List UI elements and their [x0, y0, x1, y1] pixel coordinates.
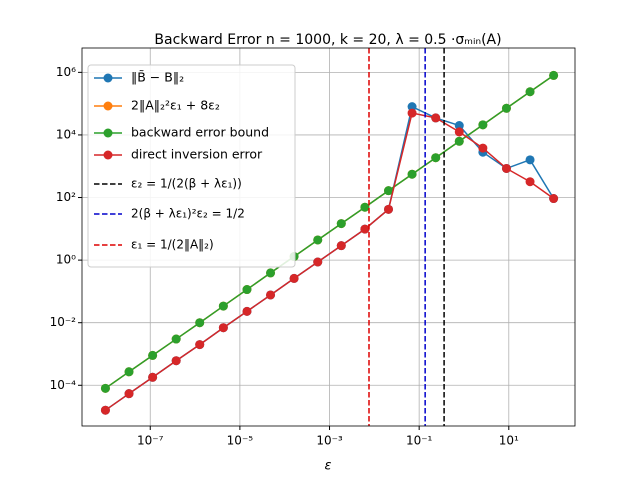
y-tick-label: 10⁶ — [56, 65, 76, 79]
chart-title: Backward Error n = 1000, k = 20, λ = 0.5… — [154, 32, 501, 48]
series-marker — [148, 350, 158, 360]
series-marker — [195, 318, 205, 328]
series-marker — [218, 323, 228, 333]
legend: ‖B̃ − B‖₂ 2‖A‖₂²ε₁ + 8ε₂ backward error bo… — [87, 64, 296, 268]
series-marker — [336, 241, 346, 251]
series-marker — [549, 194, 559, 204]
series-marker — [148, 372, 158, 382]
legend-marker — [103, 150, 113, 160]
series-marker — [478, 120, 488, 130]
series-marker — [360, 224, 370, 234]
legend-label: ‖B̃ − B‖₂ — [131, 70, 184, 85]
series-marker — [525, 87, 535, 97]
legend-marker — [103, 73, 113, 83]
series-marker — [313, 257, 323, 267]
series-marker — [384, 204, 394, 214]
series-marker — [171, 334, 181, 344]
series-marker — [360, 202, 370, 212]
series-marker — [454, 136, 464, 146]
legend-label: 2(β + λε₁)²ε₂ = 1/2 — [131, 207, 245, 221]
legend-label: direct inversion error — [131, 147, 263, 162]
series-marker — [407, 102, 417, 112]
series-marker — [218, 301, 228, 311]
series-marker — [336, 219, 346, 229]
series-line — [105, 112, 555, 411]
series-marker — [266, 290, 276, 300]
x-tick-label: 10⁻⁵ — [227, 434, 254, 448]
series-marker — [454, 127, 464, 137]
series-marker — [171, 356, 181, 366]
y-tick-label: 10⁻⁴ — [50, 378, 77, 392]
x-tick-label: 10⁻¹ — [406, 434, 433, 448]
x-tick-label: 10⁻⁷ — [137, 434, 164, 448]
y-tick-label: 10⁻² — [50, 315, 77, 329]
series-marker — [124, 389, 134, 399]
series-marker — [100, 405, 110, 415]
series-marker — [525, 155, 535, 165]
series-marker — [242, 285, 252, 295]
series-marker — [195, 340, 205, 350]
series-marker — [266, 268, 276, 278]
series-marker — [124, 367, 134, 377]
series-marker — [525, 177, 535, 187]
series-marker — [384, 186, 394, 196]
axes-frame — [81, 47, 576, 427]
legend-box — [87, 64, 296, 268]
plot-content — [100, 48, 559, 426]
legend-label: backward error bound — [131, 125, 269, 140]
series-marker — [478, 143, 488, 153]
series-marker — [549, 70, 559, 80]
legend-label: ε₁ = 1/(2‖A‖₂) — [131, 238, 214, 252]
series-line — [105, 74, 555, 389]
series-marker — [242, 306, 252, 316]
series-marker — [501, 163, 511, 173]
series-marker — [313, 235, 323, 245]
series-marker — [501, 103, 511, 113]
legend-label: 2‖A‖₂²ε₁ + 8ε₂ — [131, 98, 220, 113]
series-marker — [431, 153, 441, 163]
legend-marker — [103, 128, 113, 138]
x-tick-label: 10⁻³ — [316, 434, 343, 448]
legend-marker — [103, 101, 113, 111]
series-marker — [431, 113, 441, 123]
series-marker — [407, 108, 417, 118]
series-marker — [289, 273, 299, 283]
x-tick-label: 10¹ — [499, 434, 519, 448]
series-marker — [100, 383, 110, 393]
x-axis-label: ε — [324, 459, 331, 474]
y-tick-label: 10⁴ — [56, 127, 76, 141]
series-marker — [454, 121, 464, 131]
series-marker — [407, 169, 417, 179]
legend-label: ε₂ = 1/(2(β + λε₁)) — [131, 177, 242, 191]
y-tick-label: 10⁰ — [56, 253, 76, 267]
y-tick-label: 10² — [56, 190, 76, 204]
